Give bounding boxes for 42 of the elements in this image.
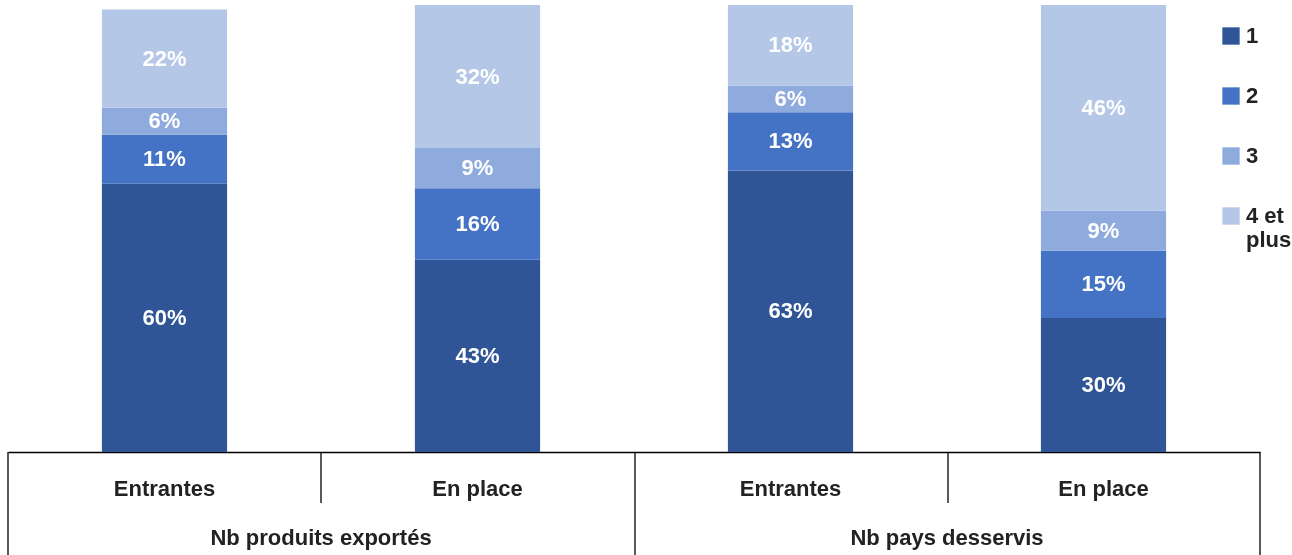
data-label: 63% (768, 298, 813, 324)
text: Nb pays desservis (849, 525, 1045, 551)
bar (1040, 317, 1167, 452)
data-label: 16% (455, 211, 500, 237)
data-label: 6% (148, 108, 181, 134)
data-label: 30% (1081, 371, 1126, 397)
bar (414, 188, 541, 260)
data-label: 9% (1087, 217, 1120, 243)
data-label: 32% (455, 63, 500, 89)
bar (414, 259, 541, 452)
x-tick-label: Entrantes (113, 475, 216, 501)
bar (727, 85, 854, 113)
bar (101, 107, 228, 135)
data-label: 9% (461, 155, 494, 181)
bar (727, 5, 854, 86)
bar (101, 134, 228, 184)
legend-label: 4 et plus (1246, 203, 1292, 252)
legend-label: 3 (1246, 143, 1259, 168)
data-label: 43% (455, 342, 500, 368)
data-label: 6% (774, 85, 807, 111)
bar (101, 9, 228, 108)
data-label: 46% (1081, 94, 1126, 120)
bar (1040, 210, 1167, 251)
legend-label: 2 (1246, 83, 1259, 108)
x-tick-label: Entrantes (739, 475, 842, 501)
bar (1040, 5, 1167, 211)
bar (727, 112, 854, 171)
data-label: 22% (142, 45, 187, 71)
bar (1040, 250, 1167, 318)
data-label: 13% (768, 128, 813, 154)
x-tick-label: En place (432, 475, 523, 501)
text: Nb produits exportés (209, 525, 433, 551)
legend-label: 1 (1246, 23, 1259, 48)
x-tick-label: En place (1058, 475, 1149, 501)
bar (727, 170, 854, 452)
data-label: 15% (1081, 271, 1126, 297)
bar (101, 183, 228, 452)
bar (414, 5, 541, 149)
data-label: 11% (143, 146, 186, 172)
bar (414, 148, 541, 189)
data-label: 18% (768, 32, 813, 58)
data-label: 60% (142, 304, 187, 330)
